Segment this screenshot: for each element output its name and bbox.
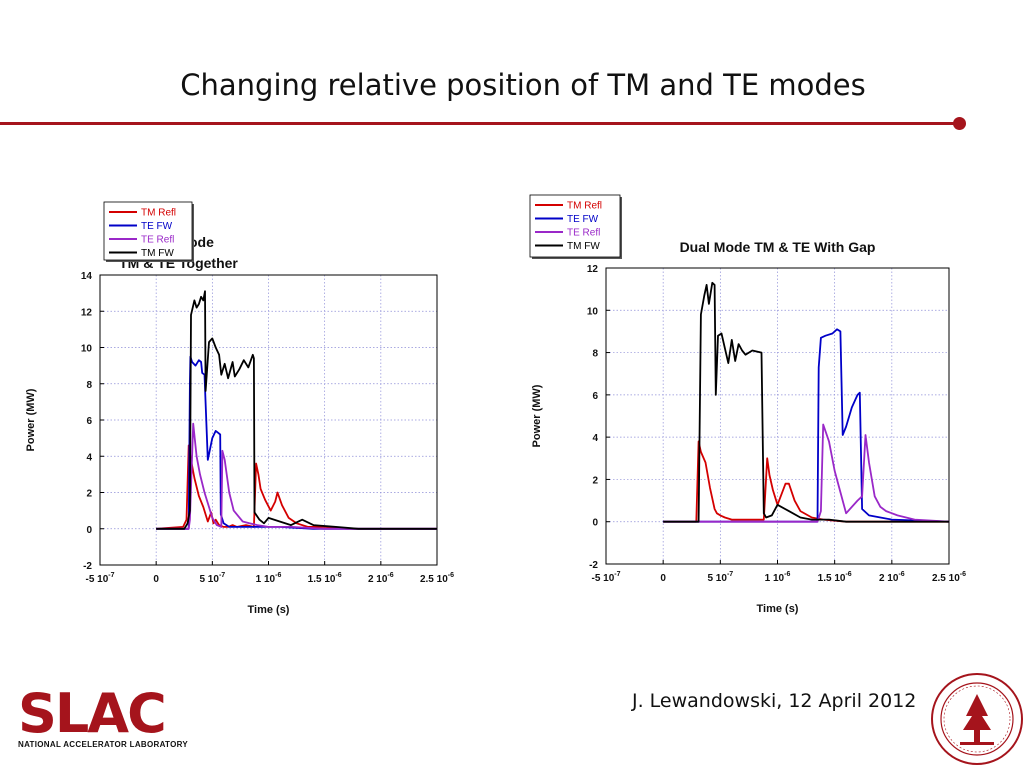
y-tick-label: -2 bbox=[589, 560, 598, 571]
series-line-te-refl bbox=[156, 422, 437, 530]
x-tick-label: 5 10-7 bbox=[199, 572, 225, 585]
slac-logo-subtitle: NATIONAL ACCELERATOR LABORATORY bbox=[18, 740, 189, 749]
y-tick-label: 6 bbox=[86, 416, 92, 427]
chart-title: Dual Mode TM & TE With Gap bbox=[680, 239, 876, 255]
y-tick-label: 0 bbox=[592, 518, 598, 529]
y-tick-label: 8 bbox=[86, 380, 92, 391]
series-line-tm-fw bbox=[663, 281, 949, 523]
x-tick-label: -5 10-7 bbox=[85, 572, 114, 585]
slac-logo: SLAC bbox=[18, 684, 167, 740]
x-tick-label: 2 10-6 bbox=[368, 572, 394, 585]
y-tick-label: 12 bbox=[81, 307, 93, 318]
chart-dual-mode-with-gap: -5 10-7 0 5 10-7 1 10-6 1.5 10-6 2 10-6 2.5 10… bbox=[529, 194, 966, 615]
x-axis-label: Time (s) bbox=[757, 603, 799, 615]
y-tick-label: 2 bbox=[86, 489, 92, 500]
series-line-tm-refl bbox=[663, 440, 949, 523]
y-tick-label: 10 bbox=[587, 306, 599, 317]
x-tick-label: 1 10-6 bbox=[765, 571, 791, 584]
legend-label-te-refl: TE Refl bbox=[567, 228, 600, 239]
grid-lines bbox=[99, 274, 438, 566]
x-tick-label: 0 bbox=[660, 573, 666, 584]
divider-endpoint-dot bbox=[953, 117, 966, 130]
x-tick-label: 2 10-6 bbox=[879, 571, 905, 584]
legend-label-tm-fw: TM FW bbox=[567, 241, 600, 252]
x-tick-label: 1.5 10-6 bbox=[308, 572, 342, 585]
series-line-te-fw bbox=[156, 355, 437, 530]
slide-title: Changing relative position of TM and TE … bbox=[180, 68, 866, 102]
legend-label-te-fw: TE FW bbox=[567, 214, 599, 225]
legend-label-te-fw: TE FW bbox=[141, 221, 173, 232]
title-divider bbox=[0, 122, 958, 125]
series-line-te-refl bbox=[663, 423, 950, 523]
chart-dual-mode-together: -5 10-7 0 5 10-7 1 10-6 1.5 10-6 2 10-6 2.5 10… bbox=[25, 201, 454, 616]
y-tick-label: 6 bbox=[592, 391, 598, 402]
legend-label-te-refl: TE Refl bbox=[141, 235, 174, 246]
y-axis-label: Power (MW) bbox=[531, 384, 543, 447]
x-tick-label: -5 10-7 bbox=[591, 571, 620, 584]
legend-label-tm-refl: TM Refl bbox=[141, 208, 176, 219]
author-date: J. Lewandowski, 12 April 2012 bbox=[632, 690, 917, 712]
x-axis-label: Time (s) bbox=[248, 604, 290, 616]
slac-logo-text: SLAC bbox=[18, 684, 165, 740]
y-tick-label: -2 bbox=[83, 561, 92, 572]
stanford-seal-icon bbox=[931, 673, 1023, 765]
x-tick-label: 5 10-7 bbox=[707, 571, 733, 584]
legend-label-tm-fw: TM FW bbox=[141, 248, 174, 259]
y-tick-label: 0 bbox=[86, 525, 92, 536]
legend-label-tm-refl: TM Refl bbox=[567, 201, 602, 212]
x-tick-label: 1.5 10-6 bbox=[818, 571, 852, 584]
y-tick-label: 12 bbox=[587, 264, 599, 275]
legend: TM Refl TE FW TE Refl TM FW bbox=[529, 194, 622, 259]
y-tick-label: 2 bbox=[592, 475, 598, 486]
y-tick-label: 14 bbox=[81, 271, 93, 282]
y-axis-label: Power (MW) bbox=[25, 388, 37, 451]
y-tick-label: 4 bbox=[86, 452, 92, 463]
y-tick-label: 4 bbox=[592, 433, 598, 444]
x-tick-label: 0 bbox=[153, 574, 159, 585]
y-tick-label: 10 bbox=[81, 344, 93, 355]
legend: TM Refl TE FW TE Refl TM FW bbox=[103, 201, 194, 262]
x-tick-label: 1 10-6 bbox=[256, 572, 282, 585]
series-line-tm-refl bbox=[156, 444, 437, 530]
series-line-tm-fw bbox=[156, 290, 437, 530]
y-tick-label: 8 bbox=[592, 349, 598, 360]
x-tick-label: 2.5 10-6 bbox=[420, 572, 454, 585]
x-tick-label: 2.5 10-6 bbox=[932, 571, 966, 584]
series-line-te-fw bbox=[663, 328, 950, 523]
